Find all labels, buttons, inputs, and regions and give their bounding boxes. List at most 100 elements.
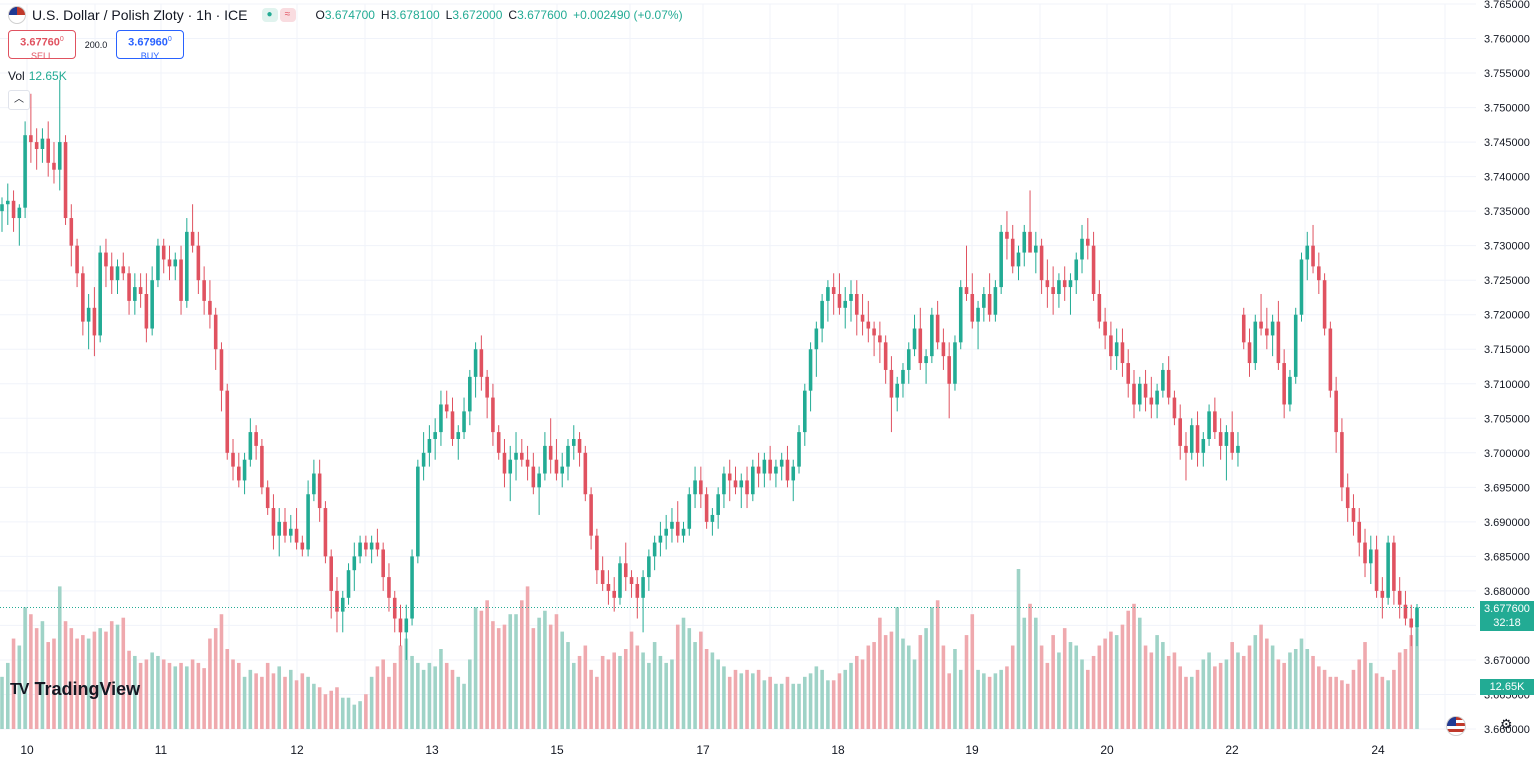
volume-bar — [982, 673, 986, 729]
volume-bar — [225, 649, 230, 729]
volume-bar — [404, 638, 409, 729]
candle-body — [1086, 238, 1090, 246]
candle-body — [23, 135, 27, 208]
symbol-title[interactable]: U.S. Dollar / Polish Zloty · 1h · ICE — [32, 7, 248, 23]
candle-body — [670, 521, 674, 529]
candle-body — [1288, 376, 1292, 405]
volume-bar — [1178, 666, 1182, 729]
volume-bar — [306, 676, 310, 729]
candle-body — [1374, 549, 1379, 591]
volume-bar — [843, 669, 848, 729]
candle-body — [1351, 508, 1356, 522]
volume-bar — [1109, 631, 1113, 729]
candle-body — [1386, 542, 1390, 598]
volume-bar — [1293, 649, 1298, 729]
volume-bar — [1184, 676, 1188, 729]
tradingview-logo[interactable]: TV TradingView — [10, 679, 140, 700]
volume-bar — [179, 662, 183, 729]
candle-body — [1270, 321, 1275, 336]
volume-bar — [1195, 669, 1200, 729]
volume-bar — [675, 624, 680, 729]
candle-body — [208, 300, 212, 315]
y-tick-label: 3.670000 — [1484, 655, 1530, 667]
volume-bar — [762, 680, 767, 729]
volume-bar — [288, 669, 293, 729]
candle-body — [1403, 604, 1408, 619]
candle-body — [1259, 321, 1263, 329]
volume-bar — [468, 659, 472, 729]
volume-bar — [872, 642, 876, 729]
chevron-up-icon[interactable]: ︿ — [8, 90, 30, 110]
status-indicators: ● ≈ — [261, 8, 296, 22]
volume-bar — [1149, 652, 1154, 729]
sell-button[interactable]: 3.677600 SELL — [8, 30, 76, 61]
volume-bar — [1039, 645, 1044, 729]
volume-bar — [208, 638, 212, 729]
candle-body — [1051, 287, 1055, 294]
candle-body — [1172, 397, 1177, 419]
volume-bar — [1403, 649, 1408, 729]
volume-bar — [1270, 645, 1275, 729]
x-tick-label: 17 — [696, 743, 710, 757]
candle-body — [566, 445, 570, 467]
candle-body — [1045, 280, 1050, 288]
candle-body — [751, 466, 755, 495]
volume-bar — [335, 687, 339, 729]
volume-bar — [889, 631, 894, 729]
candle-body — [0, 204, 4, 212]
volume-bar — [1322, 669, 1327, 729]
candle-body — [803, 390, 807, 433]
candle-body — [1062, 280, 1067, 288]
candle-body — [288, 528, 293, 536]
y-tick-label: 3.765000 — [1484, 0, 1530, 11]
candle-body — [1392, 542, 1396, 591]
candle-body — [623, 563, 628, 578]
y-tick-label: 3.755000 — [1484, 68, 1530, 80]
candle-body — [133, 287, 137, 301]
volume-legend[interactable]: Vol 12.65K — [8, 69, 67, 83]
volume-bar — [496, 628, 501, 729]
candle-body — [854, 294, 859, 315]
volume-bar — [109, 621, 114, 729]
volume-bar — [1311, 655, 1315, 729]
candle-body — [635, 584, 640, 598]
volume-bar — [340, 697, 345, 729]
candle-body — [392, 597, 397, 619]
volume-bar — [791, 683, 796, 729]
y-tick-label: 3.730000 — [1484, 241, 1530, 253]
x-tick-label: 19 — [965, 743, 979, 757]
y-tick-label: 3.750000 — [1484, 103, 1530, 115]
candle-body — [179, 259, 183, 301]
volume-bar — [525, 586, 530, 729]
candle-body — [1132, 383, 1136, 405]
volume-bar — [768, 676, 772, 729]
volume-bar — [450, 669, 455, 729]
volume-bar — [606, 659, 611, 729]
volume-bar — [837, 673, 842, 729]
candle-body — [52, 162, 56, 170]
candle-body — [508, 459, 513, 474]
volume-bar — [485, 600, 489, 729]
candle-body — [57, 142, 62, 170]
volume-bar — [704, 649, 709, 729]
buy-button[interactable]: 3.679600 BUY — [116, 30, 184, 61]
x-axis[interactable]: 10 11 12 13 15 17 18 19 20 22 24 — [20, 743, 1385, 757]
volume-bar — [595, 676, 599, 729]
volume-bar — [560, 631, 565, 729]
candle-body — [121, 266, 126, 274]
volume-bar — [820, 669, 824, 729]
candle-body — [1189, 425, 1194, 453]
candle-body — [843, 300, 848, 308]
candle-body — [941, 342, 946, 357]
candle-body — [993, 287, 998, 315]
candle-body — [225, 390, 230, 453]
volume-bar — [901, 638, 905, 729]
open-value: 3.674700 — [324, 8, 375, 22]
y-axis[interactable]: 3.6600003.6650003.6700003.6750003.680000… — [1484, 0, 1530, 736]
gear-icon[interactable]: ⚙ — [1500, 716, 1513, 732]
close-key: C — [508, 8, 518, 22]
y-tick-label: 3.740000 — [1484, 172, 1530, 184]
volume-bar — [854, 655, 859, 729]
us-flag-icon[interactable] — [1446, 716, 1466, 736]
